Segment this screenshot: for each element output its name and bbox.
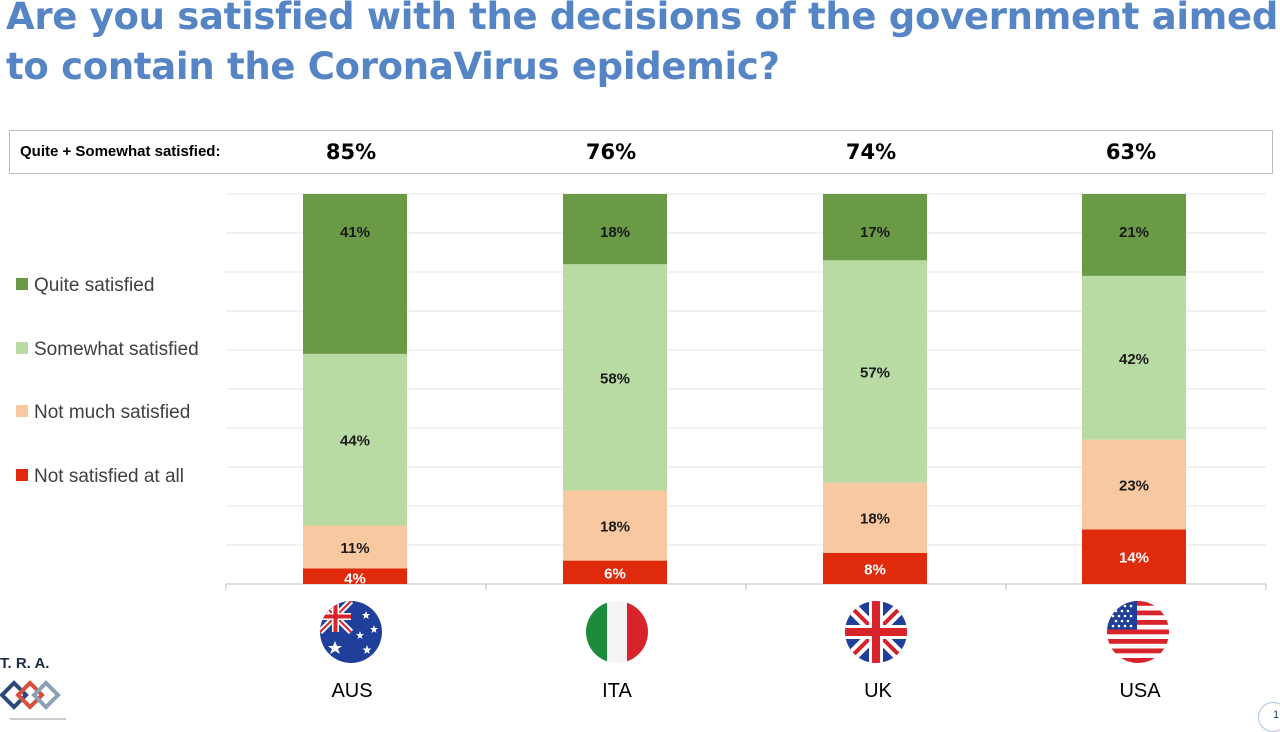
title-line-2: to contain the CoronaVirus epidemic? bbox=[6, 45, 780, 88]
legend-label-somewhat: Somewhat satisfied bbox=[34, 339, 199, 360]
tra-logo: T. R. A. bbox=[0, 655, 80, 725]
x-tick-uk: UK bbox=[864, 680, 892, 702]
legend-item-not-at-all: Not satisfied at all bbox=[16, 466, 184, 488]
australia-flag-icon bbox=[320, 601, 382, 663]
page-number: 1 bbox=[1258, 702, 1280, 732]
legend-swatch-quite bbox=[16, 278, 28, 290]
legend-swatch-not-much bbox=[16, 405, 28, 417]
chart-title: Are you satisfied with the decisions of … bbox=[6, 0, 1280, 92]
usa-flag-icon bbox=[1107, 601, 1169, 663]
tra-logo-icon bbox=[0, 680, 66, 720]
summary-value-usa: 63% bbox=[1105, 140, 1157, 164]
bar-ita-not-satisfied-at-all bbox=[563, 560, 667, 584]
data-label-usa-not-satisfied-at-all: 14% bbox=[1119, 550, 1149, 567]
legend-item-quite: Quite satisfied bbox=[16, 275, 154, 297]
data-label-uk-not-satisfied-at-all: 8% bbox=[864, 561, 886, 578]
legend-swatch-somewhat bbox=[16, 342, 28, 354]
bar-uk-somewhat-satisfied bbox=[823, 260, 927, 483]
data-label-usa-somewhat-satisfied: 42% bbox=[1119, 351, 1149, 368]
title-line-1: Are you satisfied with the decisions of … bbox=[6, 0, 1279, 38]
bar-aus-somewhat-satisfied bbox=[303, 353, 407, 526]
bar-ita-not-much-satisfied bbox=[563, 490, 667, 561]
bar-usa-not-much-satisfied bbox=[1082, 439, 1186, 530]
legend-item-not-much: Not much satisfied bbox=[16, 402, 190, 424]
x-tick-usa: USA bbox=[1119, 680, 1161, 702]
logo-text: T. R. A. bbox=[0, 655, 50, 672]
data-label-uk-quite-satisfied: 17% bbox=[860, 224, 890, 241]
data-label-usa-quite-satisfied: 21% bbox=[1119, 224, 1149, 241]
summary-header: Quite + Somewhat satisfied: 85% 76% 74% … bbox=[9, 130, 1273, 174]
data-label-aus-not-much-satisfied: 11% bbox=[340, 540, 369, 557]
bar-usa-somewhat-satisfied bbox=[1082, 275, 1186, 440]
summary-value-uk: 74% bbox=[845, 140, 897, 164]
data-label-aus-quite-satisfied: 41% bbox=[340, 224, 370, 241]
bar-aus-not-satisfied-at-all bbox=[303, 568, 407, 584]
bar-uk-quite-satisfied bbox=[823, 194, 927, 261]
data-label-ita-not-satisfied-at-all: 6% bbox=[604, 565, 626, 582]
x-tick-aus: AUS bbox=[331, 680, 373, 702]
data-label-aus-not-satisfied-at-all: 4% bbox=[344, 571, 366, 588]
data-label-ita-quite-satisfied: 18% bbox=[600, 224, 630, 241]
italy-flag-icon bbox=[586, 601, 648, 663]
legend-label-not-much: Not much satisfied bbox=[34, 402, 191, 423]
summary-value-aus: 85% bbox=[325, 140, 377, 164]
bar-usa-not-satisfied-at-all bbox=[1082, 529, 1186, 584]
data-label-uk-not-much-satisfied: 18% bbox=[860, 511, 890, 528]
legend-label-not-at-all: Not satisfied at all bbox=[34, 466, 184, 487]
bar-uk-not-much-satisfied bbox=[823, 482, 927, 553]
summary-value-ita: 76% bbox=[585, 140, 637, 164]
summary-label: Quite + Somewhat satisfied: bbox=[20, 143, 221, 160]
data-label-ita-not-much-satisfied: 18% bbox=[600, 519, 630, 536]
bar-ita-quite-satisfied bbox=[563, 194, 667, 265]
legend-label-quite: Quite satisfied bbox=[34, 275, 155, 296]
bar-aus-quite-satisfied bbox=[303, 194, 407, 354]
bar-ita-somewhat-satisfied bbox=[563, 264, 667, 491]
uk-flag-icon bbox=[845, 601, 907, 663]
data-label-usa-not-much-satisfied: 23% bbox=[1119, 478, 1149, 495]
bar-aus-not-much-satisfied bbox=[303, 525, 407, 569]
legend-swatch-not-at-all bbox=[16, 469, 28, 481]
data-label-uk-somewhat-satisfied: 57% bbox=[860, 364, 890, 381]
bar-usa-quite-satisfied bbox=[1082, 194, 1186, 276]
legend-item-somewhat: Somewhat satisfied bbox=[16, 339, 199, 361]
data-label-ita-somewhat-satisfied: 58% bbox=[600, 370, 630, 387]
bar-uk-not-satisfied-at-all bbox=[823, 552, 927, 584]
x-tick-ita: ITA bbox=[602, 680, 632, 702]
data-label-aus-somewhat-satisfied: 44% bbox=[340, 433, 370, 450]
